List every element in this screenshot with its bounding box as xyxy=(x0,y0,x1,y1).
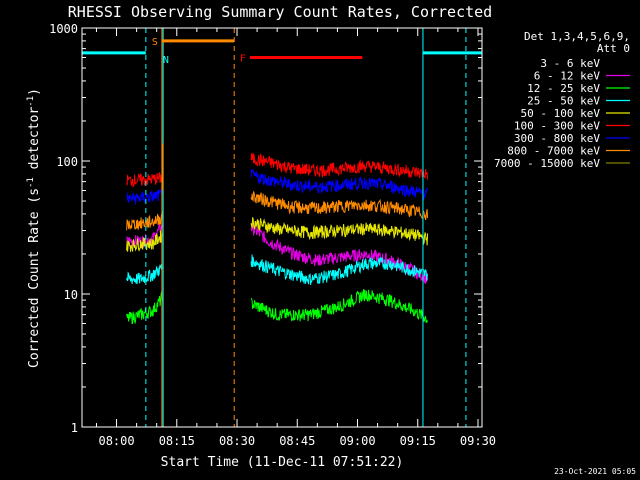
series-line-6-segment-2 xyxy=(250,168,429,201)
series-line-0-segment-2 xyxy=(250,198,429,272)
series-line-3-segment-1 xyxy=(126,264,164,284)
series-line-2-segment-2 xyxy=(250,288,429,323)
legend-header-detectors: Det 1,3,4,5,6,9, xyxy=(524,30,630,43)
flag-label-2: N xyxy=(163,55,169,66)
y-axis-label-close: ) xyxy=(27,88,42,96)
footer-timestamp: 23-Oct-2021 05:05 xyxy=(554,467,636,476)
legend-label-7: 800 - 7000 keV xyxy=(507,145,600,158)
x-tick-label-1: 08:15 xyxy=(159,434,195,448)
series-line-5-segment-2 xyxy=(250,152,429,180)
series-line-2-segment-1 xyxy=(126,291,164,325)
legend-label-8: 7000 - 15000 keV xyxy=(494,157,600,170)
series-line-0-segment-1 xyxy=(126,201,164,236)
y-tick-label-2: 100 xyxy=(56,155,78,169)
x-tick-label-4: 09:00 xyxy=(339,434,375,448)
legend-label-0: 3 - 6 keV xyxy=(540,57,600,70)
legend-label-3: 25 - 50 keV xyxy=(527,95,600,108)
y-axis-label: Corrected Count Rate (s-1 detector-1) xyxy=(26,88,42,368)
y-tick-label-3: 1000 xyxy=(49,22,78,36)
series-line-4-segment-2 xyxy=(250,217,429,246)
y-axis-label-tail: detector xyxy=(27,107,42,178)
flag-label-3: F xyxy=(240,54,246,65)
legend-label-2: 12 - 25 keV xyxy=(527,82,600,95)
y-axis-label-sup2: -1 xyxy=(26,96,36,107)
series-line-7-segment-1 xyxy=(126,211,164,231)
y-tick-label-1: 10 xyxy=(64,288,78,302)
axes-layer: 08:00 08:15 08:30 08:45 09:00 09:15 09:30 1 10 10… xyxy=(49,22,496,448)
x-tick-label-2: 08:30 xyxy=(219,434,255,448)
x-tick-label-3: 08:45 xyxy=(279,434,315,448)
legend-label-6: 300 - 800 keV xyxy=(514,132,600,145)
series-line-6-segment-1 xyxy=(126,189,164,205)
series-line-3-segment-2 xyxy=(250,254,429,286)
y-axis-label-sup: -1 xyxy=(26,177,36,188)
series-line-4-segment-1 xyxy=(126,230,164,252)
legend-label-5: 100 - 300 keV xyxy=(514,120,600,133)
x-tick-label-6: 09:30 xyxy=(460,434,496,448)
chart-title: RHESSI Observing Summary Count Rates, Co… xyxy=(68,3,492,21)
x-tick-label-0: 08:00 xyxy=(98,434,134,448)
y-axis-label-main: Corrected Count Rate (s xyxy=(27,188,42,368)
plot-frame xyxy=(81,27,483,428)
series-line-5-segment-1 xyxy=(126,172,164,189)
x-axis-label: Start Time (11-Dec-11 07:51:22) xyxy=(161,455,404,470)
plot-data-layer: SN F xyxy=(82,28,482,427)
legend-header-attenuator: Att 0 xyxy=(597,42,630,55)
legend-label-1: 6 - 12 keV xyxy=(534,70,601,83)
legend-label-4: 50 - 100 keV xyxy=(521,107,601,120)
flag-label-1: S xyxy=(152,37,158,48)
x-tick-label-5: 09:15 xyxy=(400,434,436,448)
series-line-1-segment-2 xyxy=(250,222,429,284)
y-tick-label-0: 1 xyxy=(71,421,78,435)
series-line-7-segment-2 xyxy=(250,191,429,221)
